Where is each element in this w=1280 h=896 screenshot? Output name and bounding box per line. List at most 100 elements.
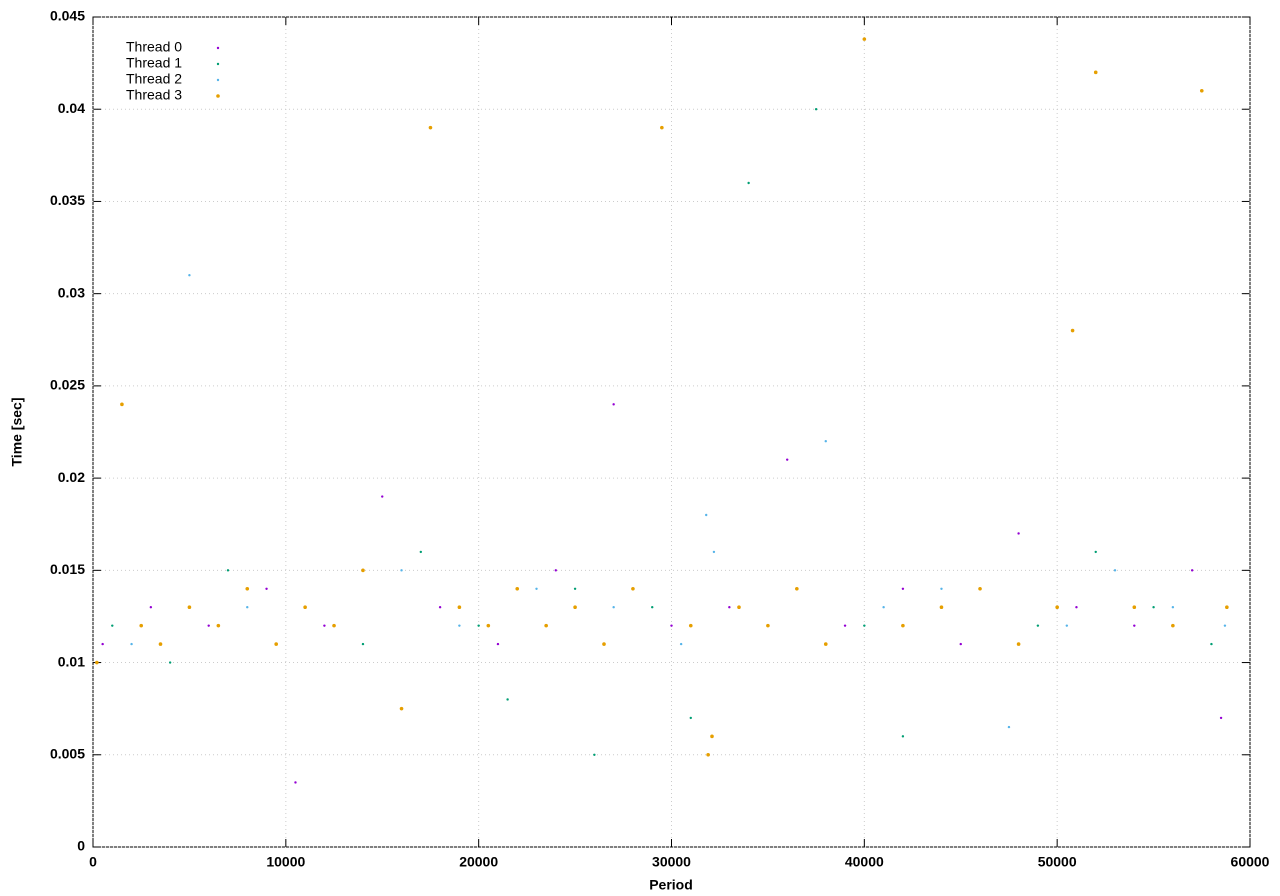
- point: [679, 642, 683, 646]
- point: [939, 605, 944, 610]
- point: [612, 606, 615, 609]
- point: [710, 734, 714, 739]
- point: [1007, 725, 1011, 729]
- point: [1075, 606, 1078, 609]
- point: [651, 606, 654, 609]
- point: [1190, 569, 1194, 572]
- point: [544, 623, 548, 628]
- point: [901, 623, 905, 628]
- point: [712, 550, 716, 554]
- point: [1113, 569, 1117, 572]
- legend-marker: [216, 94, 220, 98]
- point: [496, 642, 500, 646]
- point: [863, 624, 866, 627]
- point: [1036, 624, 1040, 627]
- point: [207, 624, 210, 627]
- point: [1094, 550, 1097, 554]
- x-tick-label: 0: [89, 854, 97, 870]
- point: [554, 569, 557, 572]
- point: [1132, 605, 1137, 610]
- point: [323, 624, 326, 627]
- point: [1223, 624, 1227, 627]
- x-tick-label: 50000: [1038, 854, 1077, 870]
- point: [612, 403, 615, 406]
- x-tick-label: 60000: [1231, 854, 1270, 870]
- x-axis-label: Period: [649, 877, 693, 893]
- legend-label: Thread 2: [126, 71, 182, 87]
- point: [246, 606, 249, 609]
- legend-marker: [216, 78, 220, 82]
- point: [168, 661, 172, 664]
- point: [188, 274, 191, 277]
- y-tick-label: 0: [77, 838, 85, 854]
- x-tick-label: 20000: [459, 854, 498, 870]
- y-tick-label: 0.02: [58, 469, 85, 485]
- legend-label: Thread 0: [126, 39, 182, 55]
- point: [303, 605, 307, 610]
- point: [361, 568, 365, 573]
- point: [688, 623, 693, 628]
- point: [728, 606, 731, 609]
- point: [187, 605, 192, 610]
- point: [706, 752, 710, 757]
- point: [477, 624, 480, 627]
- point: [139, 623, 144, 628]
- point: [824, 440, 827, 443]
- y-tick-label: 0.04: [58, 100, 85, 116]
- point: [428, 125, 433, 130]
- point: [747, 181, 750, 185]
- y-tick-label: 0.01: [58, 653, 85, 669]
- point: [823, 642, 828, 646]
- point: [737, 605, 741, 610]
- y-tick-label: 0.035: [50, 192, 85, 208]
- point: [438, 606, 442, 609]
- point: [361, 642, 365, 646]
- x-tick-label: 30000: [652, 854, 691, 870]
- point: [660, 125, 664, 130]
- point: [111, 624, 114, 627]
- point: [1070, 328, 1075, 333]
- point: [795, 586, 799, 591]
- point: [901, 587, 905, 590]
- point: [457, 605, 462, 610]
- point: [882, 606, 885, 609]
- point: [486, 623, 491, 628]
- point: [1016, 642, 1021, 646]
- y-tick-label: 0.025: [50, 377, 85, 393]
- point: [1017, 532, 1020, 535]
- point: [786, 458, 789, 461]
- point: [458, 624, 461, 627]
- point: [901, 735, 905, 738]
- point: [843, 624, 847, 627]
- point: [400, 569, 403, 572]
- point: [265, 587, 268, 590]
- point: [670, 624, 673, 627]
- y-axis-label: Time [sec]: [9, 398, 25, 467]
- legend-label: Thread 1: [126, 55, 182, 71]
- point: [1171, 606, 1175, 609]
- x-tick-label: 40000: [845, 854, 884, 870]
- point: [1152, 606, 1155, 609]
- point: [216, 623, 221, 628]
- point: [705, 513, 708, 517]
- y-tick-label: 0.03: [58, 284, 85, 300]
- point: [689, 716, 692, 720]
- point: [95, 660, 99, 665]
- point: [1065, 624, 1069, 627]
- point: [274, 642, 278, 646]
- point: [294, 781, 297, 784]
- point: [862, 37, 867, 41]
- y-tick-label: 0.045: [50, 8, 85, 24]
- point: [149, 606, 153, 609]
- point: [419, 550, 423, 554]
- point: [1225, 605, 1229, 610]
- point: [631, 586, 635, 591]
- point: [226, 569, 230, 572]
- legend-marker: [216, 46, 220, 50]
- legend-marker: [216, 62, 220, 66]
- point: [573, 605, 577, 610]
- point: [1093, 70, 1098, 75]
- point: [814, 108, 818, 111]
- point: [940, 587, 943, 590]
